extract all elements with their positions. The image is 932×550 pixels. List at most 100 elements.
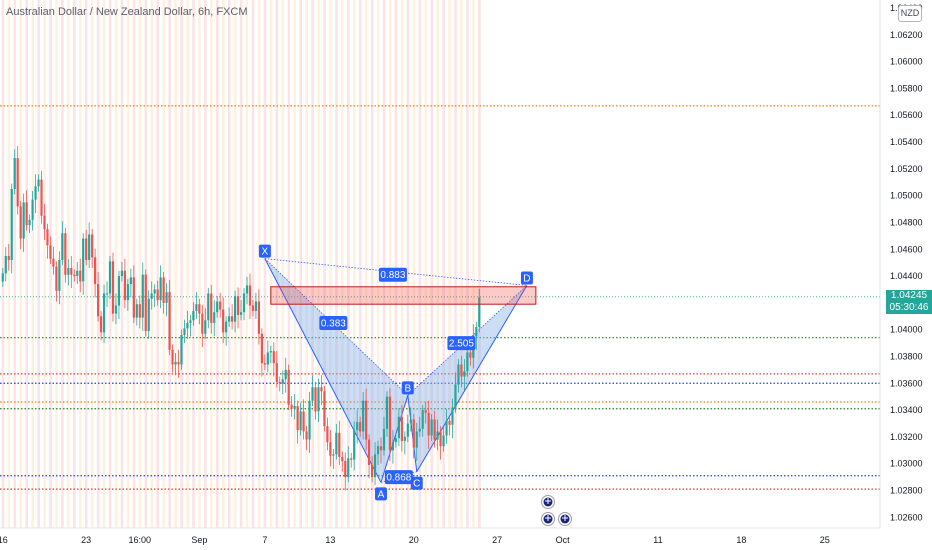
- candle-body: [370, 465, 374, 478]
- candle-body: [147, 298, 150, 332]
- candle-body: [332, 454, 335, 456]
- pattern-leg: [264, 258, 382, 483]
- price-tick-label: 1.03400: [890, 405, 923, 415]
- time-tick-label: 23: [81, 535, 91, 545]
- candle-body: [91, 234, 94, 258]
- session-stripe: [102, 0, 106, 528]
- candle-body: [350, 458, 353, 460]
- price-tick-label: 1.03200: [890, 432, 923, 442]
- candle-body: [326, 426, 329, 443]
- candle-body: [353, 430, 356, 460]
- candle-body: [317, 387, 320, 412]
- time-tick-label: 16:00: [129, 535, 152, 545]
- time-axis[interactable]: 16 23 16:00 Sep 7 13 20 27 Oct 11 18 25: [0, 527, 932, 550]
- ratio-label: 0.383: [321, 318, 346, 329]
- session-stripe: [73, 0, 76, 528]
- price-axis[interactable]: 1.02600 1.02800 1.03000 1.03200 1.03400 1.036…: [879, 0, 932, 550]
- candle-body: [466, 352, 469, 372]
- candle-body: [213, 312, 216, 323]
- candle-body: [153, 289, 156, 294]
- session-stripe: [394, 0, 398, 528]
- candle-body: [433, 419, 436, 440]
- candle-body: [385, 396, 389, 429]
- price-tick-label: 1.02800: [890, 485, 923, 495]
- candle-body: [293, 406, 296, 409]
- candle-body: [126, 284, 129, 301]
- candle-body: [397, 416, 400, 439]
- candle-body: [400, 416, 403, 441]
- target-zone[interactable]: [270, 286, 537, 305]
- session-stripe: [233, 0, 237, 528]
- candle-body: [40, 179, 43, 216]
- session-stripe: [293, 0, 297, 528]
- candle-body: [76, 270, 79, 277]
- candle-body: [150, 293, 153, 299]
- candle-body: [43, 215, 46, 230]
- ratio-label: 0.883: [380, 270, 405, 281]
- session-stripe: [174, 0, 177, 528]
- candle-body: [451, 407, 454, 425]
- session-stripe: [281, 0, 285, 528]
- candle-body: [216, 301, 219, 313]
- point-label-b: B: [404, 383, 411, 394]
- session-stripe: [192, 0, 195, 528]
- event-icons[interactable]: [541, 495, 572, 526]
- pattern-labels: X A B C D 0.383 0.868 2.505 0.883: [258, 244, 533, 501]
- pattern-xab-fill: [264, 258, 408, 483]
- session-stripe: [162, 0, 166, 528]
- candle-body: [195, 304, 198, 311]
- candle-body: [16, 158, 19, 207]
- candle-body: [415, 431, 418, 448]
- time-tick-label: 7: [262, 535, 267, 545]
- candle-body: [430, 419, 433, 436]
- candle-body: [225, 321, 228, 333]
- candle-body: [144, 274, 147, 332]
- candle-body: [305, 431, 308, 440]
- session-stripe: [358, 0, 362, 528]
- session-stripe: [1, 0, 5, 528]
- point-label-bg: [258, 244, 271, 258]
- candle-body: [442, 435, 445, 447]
- candle-body: [362, 400, 365, 432]
- time-tick-label: 18: [736, 535, 746, 545]
- time-tick-label: Oct: [556, 535, 571, 545]
- candle-body: [296, 406, 299, 431]
- candle-body: [463, 371, 466, 377]
- candle-body: [4, 255, 7, 274]
- candle-body: [272, 351, 275, 364]
- candle-body: [111, 261, 115, 314]
- time-tick-label: 11: [653, 535, 662, 545]
- session-stripe: [388, 0, 392, 528]
- price-tick-label: 1.05600: [890, 110, 923, 120]
- session-stripe: [406, 0, 410, 528]
- session-stripe: [275, 0, 279, 528]
- price-tick-label: 1.04600: [890, 244, 923, 254]
- candle-body: [344, 460, 347, 478]
- session-stripe: [305, 0, 308, 528]
- currency-unit-badge[interactable]: NZD: [898, 5, 922, 22]
- candle-body: [174, 361, 177, 365]
- session-stripe: [329, 0, 332, 528]
- candle-body: [25, 202, 28, 226]
- session-stripe: [376, 0, 380, 528]
- candle-body: [180, 335, 183, 365]
- session-stripe: [323, 0, 326, 528]
- flag-cross-icon: [545, 498, 551, 504]
- session-stripe: [370, 0, 374, 528]
- candle-body: [34, 186, 37, 200]
- candle-body: [222, 309, 225, 333]
- candle-body: [406, 423, 409, 437]
- candle-body: [290, 404, 293, 409]
- time-tick-label: 25: [820, 535, 830, 545]
- candle-body: [37, 179, 40, 187]
- session-stripe: [204, 0, 207, 528]
- session-stripe: [144, 0, 148, 528]
- point-label-c: C: [413, 479, 420, 490]
- ratio-label-bg: [384, 470, 413, 485]
- candle-body: [231, 316, 234, 322]
- session-stripe: [251, 0, 255, 528]
- point-label-bg: [375, 487, 388, 501]
- candle-body: [49, 245, 52, 259]
- flag-cross-icon: [545, 515, 551, 521]
- candle-body: [242, 293, 246, 313]
